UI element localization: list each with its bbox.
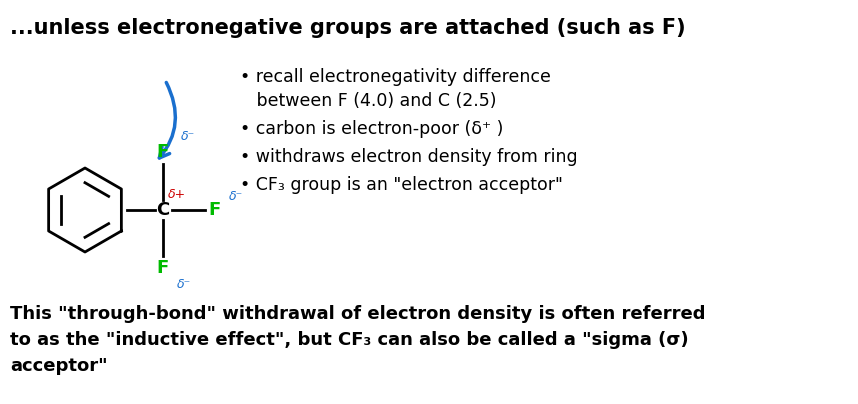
- Text: δ⁻: δ⁻: [181, 130, 196, 143]
- Text: • withdraws electron density from ring: • withdraws electron density from ring: [240, 148, 577, 166]
- Text: ...unless electronegative groups are attached (such as F): ...unless electronegative groups are att…: [10, 18, 686, 38]
- Text: acceptor": acceptor": [10, 357, 107, 375]
- Text: This "through-bond" withdrawal of electron density is often referred: This "through-bond" withdrawal of electr…: [10, 305, 705, 323]
- Text: • CF₃ group is an "electron acceptor": • CF₃ group is an "electron acceptor": [240, 176, 563, 194]
- Text: C: C: [156, 201, 170, 219]
- Text: δ+: δ+: [168, 189, 186, 202]
- Text: to as the "inductive effect", but CF₃ can also be called a "sigma (σ): to as the "inductive effect", but CF₃ ca…: [10, 331, 689, 349]
- FancyArrowPatch shape: [160, 82, 175, 158]
- Text: δ⁻: δ⁻: [177, 278, 191, 290]
- Text: • carbon is electron-poor (δ⁺ ): • carbon is electron-poor (δ⁺ ): [240, 120, 504, 138]
- Text: δ⁻: δ⁻: [229, 189, 244, 202]
- Text: • recall electronegativity difference
   between F (4.0) and C (2.5): • recall electronegativity difference be…: [240, 68, 551, 109]
- Text: F: F: [208, 201, 221, 219]
- Text: F: F: [157, 259, 169, 277]
- Text: F: F: [157, 143, 169, 161]
